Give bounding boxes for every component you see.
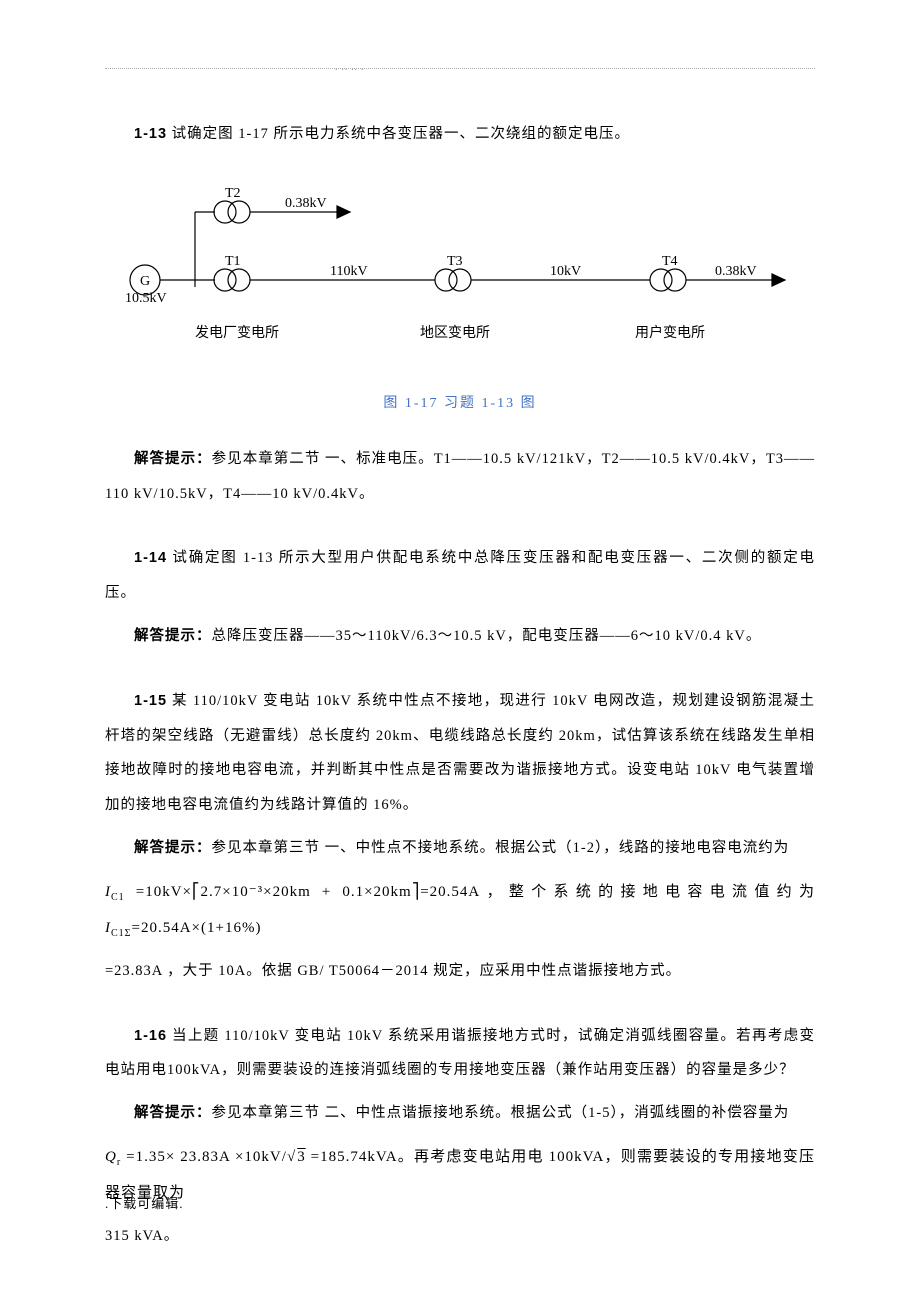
q115-a1b: ，整个系统的接地电容电流值约为	[480, 884, 815, 900]
diagram-t3: T3	[447, 254, 463, 269]
figure-caption: 图 1-17 习题 1-13 图	[105, 392, 815, 412]
q114-question: 1-14 试确定图 1-13 所示大型用户供配电系统中总降压变压器和配电变压器一…	[105, 541, 815, 611]
q116-num: 1-16	[134, 1028, 167, 1044]
q115-answer-2: =23.83A ，大于 10A。依据 GB/ T50064－2014 规定，应采…	[105, 954, 815, 989]
q114-num: 1-14	[134, 550, 167, 566]
diagram-g-label: G	[140, 274, 150, 289]
formula1-body: =10kV×⎡2.7×10⁻³×20km + 0.1×20km⎤=20.54A	[125, 884, 481, 900]
q114-answer: 解答提示：总降压变压器——35～110kV/6.3～10.5 kV，配电变压器—…	[105, 619, 815, 654]
diagram-g-voltage: 10.5kV	[125, 291, 167, 306]
formula-i2-sub: C1Σ	[111, 928, 132, 939]
diagram-t2: T2	[225, 186, 241, 201]
q116-a1: 参见本章第三节 二、中性点谐振接地系统。根据公式（1-5），消弧线圈的补偿容量为	[212, 1105, 790, 1121]
q115-num: 1-15	[134, 693, 167, 709]
diagram-sub3: 用户变电所	[635, 324, 705, 341]
q113-question: 1-13 试确定图 1-17 所示电力系统中各变压器一、二次绕组的额定电压。	[105, 117, 815, 152]
diagram-sub1: 发电厂变电所	[195, 325, 279, 341]
q115-text: 某 110/10kV 变电站 10kV 系统中性点不接地，现进行 10kV 电网…	[105, 693, 815, 813]
answer-label: 解答提示：	[134, 451, 212, 467]
diagram-v110: 110kV	[330, 264, 368, 279]
q113-num: 1-13	[134, 126, 167, 142]
diagram-v038b: 0.38kV	[715, 264, 757, 279]
answer-label: 解答提示：	[134, 840, 212, 856]
footer-text: .下载可编辑.	[105, 1193, 184, 1212]
q115-formula-line: IC1 =10kV×⎡2.7×10⁻³×20km + 0.1×20km⎤=20.…	[105, 874, 815, 946]
answer-label: 解答提示：	[134, 1105, 212, 1121]
q115-answer-1: 解答提示：参见本章第三节 一、中性点不接地系统。根据公式（1-2），线路的接地电…	[105, 831, 815, 866]
q116-formula-line: Qr =1.35× 23.83A ×10kV/√3 =185.74kVA。再考虑…	[105, 1139, 815, 1211]
diagram-t1: T1	[225, 254, 241, 269]
q113-answer-text: 参见本章第二节 一、标准电压。T1——10.5 kV/121kV，T2——10.…	[105, 451, 815, 502]
diagram-t4: T4	[662, 254, 678, 269]
header-divider	[105, 68, 815, 69]
q113-answer: 解答提示：参见本章第二节 一、标准电压。T1——10.5 kV/121kV，T2…	[105, 442, 815, 512]
q116-answer-1: 解答提示：参见本章第三节 二、中性点谐振接地系统。根据公式（1-5），消弧线圈的…	[105, 1096, 815, 1131]
formula-i-sub: C1	[111, 892, 125, 903]
formula2-body: =20.54A×(1+16%)	[132, 920, 262, 936]
q116-text: 当上题 110/10kV 变电站 10kV 系统采用谐振接地方式时，试确定消弧线…	[105, 1028, 815, 1079]
diagram-v10: 10kV	[550, 264, 581, 279]
q116-fa: =1.35× 23.83A ×10kV	[121, 1149, 282, 1165]
q113-text: 试确定图 1-17 所示电力系统中各变压器一、二次绕组的额定电压。	[167, 126, 630, 142]
q116-answer-3: 315 kVA。	[105, 1219, 815, 1254]
q114-answer-text: 总降压变压器——35～110kV/6.3～10.5 kV，配电变压器——6～10…	[212, 628, 762, 644]
q116-question: 1-16 当上题 110/10kV 变电站 10kV 系统采用谐振接地方式时，试…	[105, 1019, 815, 1089]
diagram-v038a: 0.38kV	[285, 196, 327, 211]
q115-question: 1-15 某 110/10kV 变电站 10kV 系统中性点不接地，现进行 10…	[105, 684, 815, 823]
answer-label: 解答提示：	[134, 628, 212, 644]
power-system-diagram: G 10.5kV T2 0.38kV T1 110kV T3 10kV T4 0…	[105, 172, 815, 382]
sqrt3: 3	[296, 1149, 306, 1165]
formula-q: Q	[105, 1149, 117, 1165]
diagram-sub2: 地区变电所	[420, 325, 490, 341]
q114-text: 试确定图 1-13 所示大型用户供配电系统中总降压变压器和配电变压器一、二次侧的…	[105, 550, 815, 601]
q116-fb: =185.74kVA	[306, 1149, 398, 1165]
q115-a1a: 参见本章第三节 一、中性点不接地系统。根据公式（1-2），线路的接地电容电流约为	[212, 840, 790, 856]
